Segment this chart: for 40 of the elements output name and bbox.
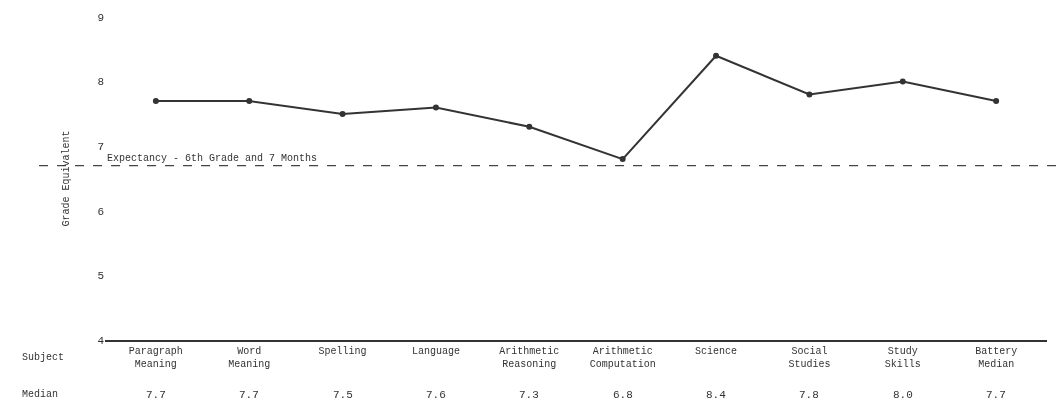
x-tick-label: Word Meaning [228,346,271,370]
x-tick-label: Battery Median [975,346,1018,370]
point [339,110,346,117]
x-tick-label: Paragraph Meaning [128,346,183,370]
x-tick-label: Spelling [318,346,367,357]
text: 7.5 [333,389,353,401]
x-tick-label: Arithmetic Computation [589,346,656,370]
point [899,78,906,85]
text: 7.6 [426,389,446,401]
x-tick-label: Social Studies [788,346,831,370]
y-axis-title: Grade Equivalent [61,130,73,227]
text: 8.0 [893,389,913,401]
text: 7.8 [799,389,819,401]
x-tick-label: Science [695,346,738,357]
point [993,97,1000,104]
y-tick-label: 7 [97,141,104,154]
y-tick-label: 5 [97,270,104,283]
text: 7.7 [986,389,1006,401]
text: 8.4 [706,389,727,401]
point [432,104,439,111]
x-tick-label: Study Skills [884,346,921,370]
point [619,156,626,163]
text: 7.7 [146,389,166,401]
text: 6.8 [613,389,633,401]
point [806,91,813,98]
x-tick-label: Language [411,346,460,357]
y-tick-label: 4 [97,334,105,347]
x-tick-label: Arithmetic Reasoning [499,346,560,370]
x-axis-title: Subject [22,352,65,363]
y-tick-label: 8 [97,76,104,89]
point [713,52,720,59]
point [526,123,533,130]
text: 7.7 [239,389,259,401]
point [152,97,159,104]
point [246,97,253,104]
text: Median [22,389,59,400]
y-tick-label: 6 [97,205,104,218]
ref-line-label: Expectancy - 6th Grade and 7 Months [107,153,318,164]
text: 7.3 [519,389,539,401]
y-tick-label: 9 [97,11,104,24]
